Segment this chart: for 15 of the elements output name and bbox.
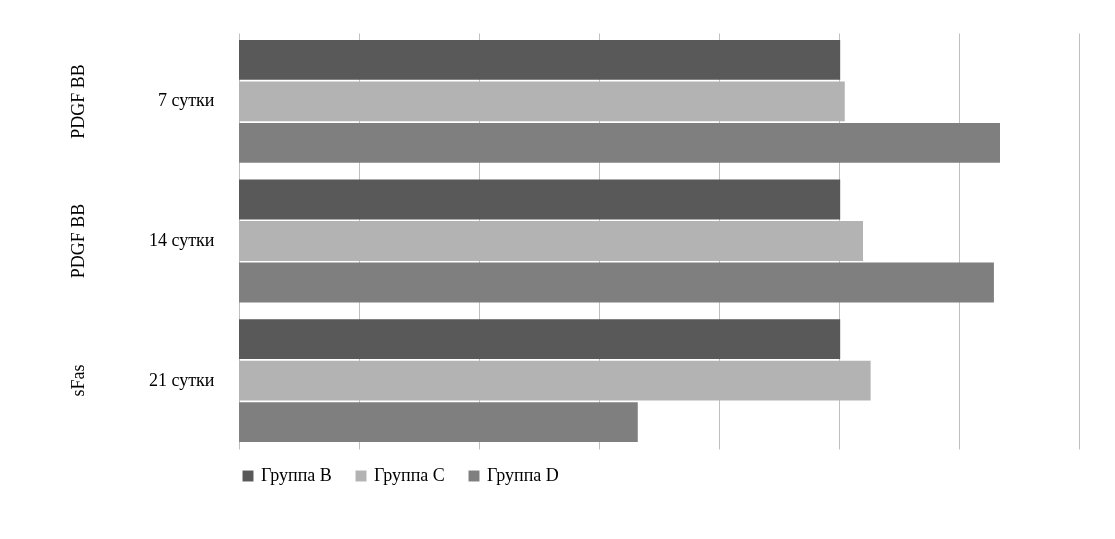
legend-label: Группа C [374, 465, 445, 485]
y-tick-label: 14 сутки [149, 230, 215, 250]
legend-label: Группа B [261, 465, 332, 485]
text: PDGF BB [68, 64, 88, 139]
legend-label: Группа D [487, 465, 559, 485]
y-tick-label: 7 сутки [158, 90, 215, 111]
bar [239, 122, 1000, 163]
y-tick-label: 21 сутки [149, 369, 215, 390]
bar [239, 179, 841, 220]
bar [239, 319, 841, 360]
bar [239, 402, 638, 443]
text: sFas [68, 364, 88, 397]
bar [239, 39, 841, 80]
text: PDGF BB [68, 203, 88, 279]
bar [239, 262, 994, 303]
